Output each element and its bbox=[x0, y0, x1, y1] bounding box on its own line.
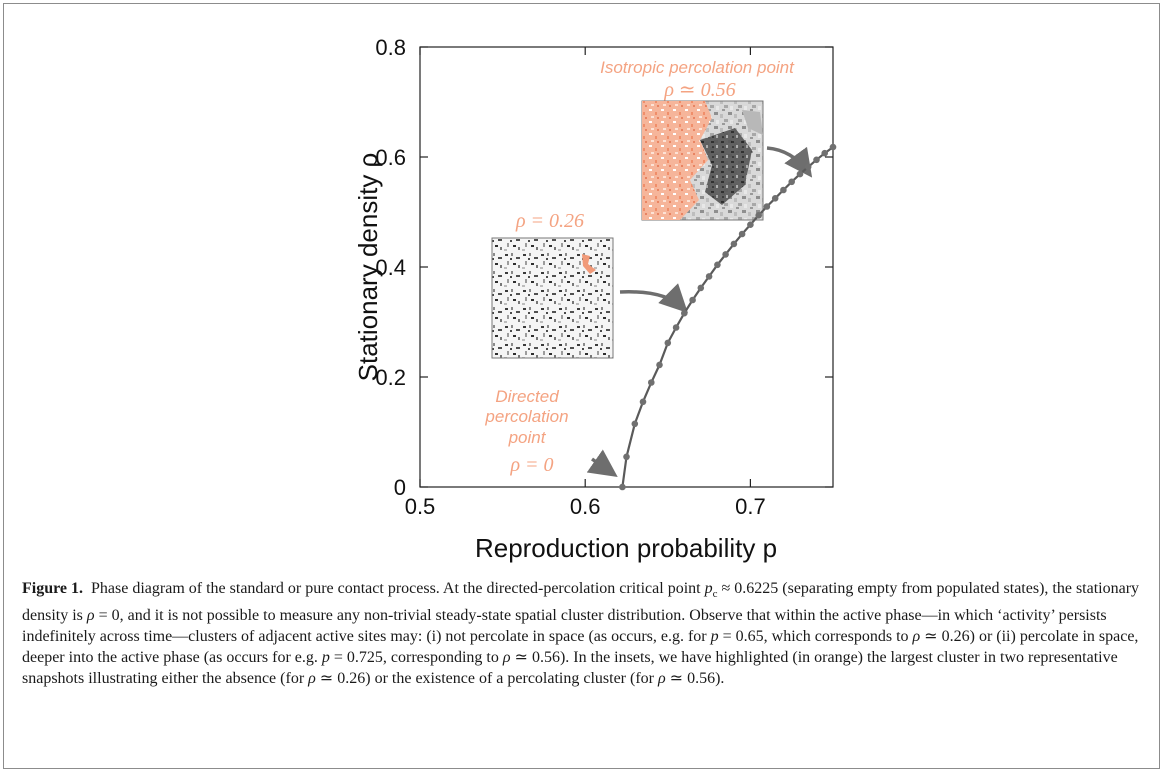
data-point bbox=[656, 361, 663, 369]
data-point bbox=[796, 170, 804, 178]
data-point bbox=[672, 324, 680, 331]
data-point bbox=[697, 284, 705, 292]
x-tick-label: 0.5 bbox=[405, 494, 436, 519]
figure-caption: Figure 1. Phase diagram of the standard … bbox=[22, 580, 1140, 688]
phase-diagram-chart: 0.5 0.6 0.7 0 0.2 0.4 0.6 0.8 Reproduction prob… bbox=[353, 35, 837, 563]
isotropic-label: Isotropic percolation point bbox=[600, 58, 795, 77]
arrow-to-mid-point bbox=[619, 283, 688, 313]
data-point bbox=[755, 212, 762, 219]
data-point bbox=[648, 379, 655, 386]
data-point bbox=[639, 398, 647, 406]
data-point bbox=[730, 240, 738, 248]
y-tick-label: 0.6 bbox=[375, 145, 406, 170]
isotropic-rho-label: ρ ≃ 0.56 bbox=[663, 79, 735, 101]
data-point bbox=[763, 203, 771, 210]
y-tick-label: 0.8 bbox=[375, 35, 406, 60]
data-point bbox=[681, 309, 688, 317]
data-point bbox=[813, 156, 820, 164]
y-tick-label: 0.4 bbox=[375, 255, 406, 280]
data-point bbox=[705, 273, 713, 280]
density-markers bbox=[619, 143, 837, 491]
data-point bbox=[821, 149, 828, 157]
data-point bbox=[829, 143, 837, 151]
mid-rho-label: ρ = 0.26 bbox=[515, 210, 584, 232]
y-tick-label: 0.2 bbox=[375, 365, 406, 390]
data-point bbox=[714, 261, 721, 269]
figure-frame bbox=[3, 3, 1160, 769]
x-axis-label: Reproduction probability p bbox=[475, 533, 777, 563]
axis-ticks: 0.5 0.6 0.7 0 0.2 0.4 0.6 0.8 bbox=[375, 35, 833, 519]
data-point bbox=[788, 178, 795, 186]
x-tick-label: 0.7 bbox=[735, 494, 766, 519]
data-point bbox=[664, 339, 672, 347]
inset-nonpercolating-snapshot bbox=[491, 237, 614, 359]
data-point bbox=[631, 420, 639, 428]
x-tick-label: 0.6 bbox=[570, 494, 601, 519]
data-point bbox=[738, 230, 746, 238]
data-point bbox=[619, 483, 626, 491]
data-point bbox=[689, 296, 696, 304]
inset-isotropic-snapshot bbox=[641, 100, 764, 221]
data-point bbox=[722, 251, 729, 258]
figure-label: Figure 1. bbox=[22, 580, 84, 597]
data-point bbox=[623, 453, 630, 461]
directed-label-1: Directed bbox=[495, 387, 559, 406]
data-point bbox=[771, 195, 779, 202]
directed-label-3: point bbox=[508, 428, 547, 447]
plot-area bbox=[419, 46, 834, 488]
data-point bbox=[747, 221, 754, 228]
arrow-to-isotropic-point bbox=[766, 146, 813, 178]
y-axis-label: Stationary density ρ bbox=[353, 153, 383, 382]
directed-rho-label: ρ = 0 bbox=[509, 454, 553, 476]
y-tick-label: 0 bbox=[394, 475, 406, 500]
directed-label-2: percolation bbox=[484, 407, 568, 426]
data-point bbox=[780, 186, 787, 194]
data-point bbox=[804, 163, 812, 171]
arrow-to-critical-point bbox=[586, 449, 618, 478]
